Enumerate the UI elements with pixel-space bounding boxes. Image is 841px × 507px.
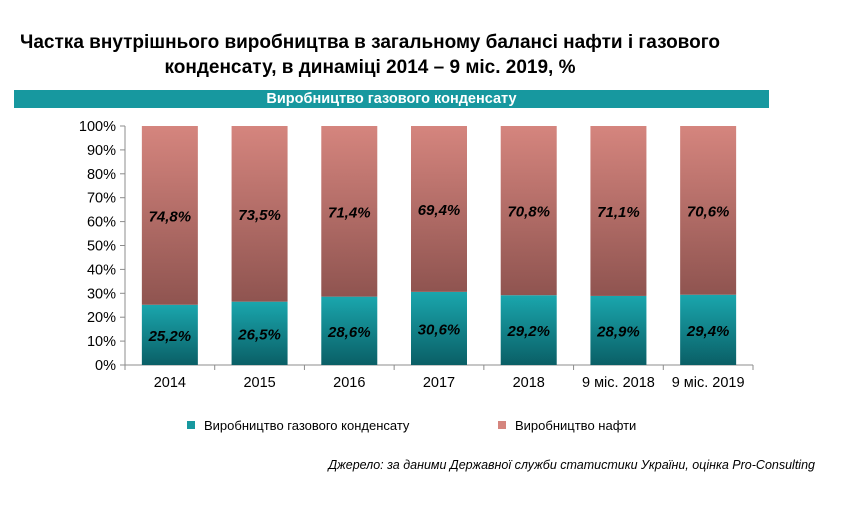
legend-swatch-oil xyxy=(498,421,506,429)
y-tick-label: 20% xyxy=(87,310,116,326)
condensate-data-label: 29,4% xyxy=(686,323,730,340)
condensate-bar-segment xyxy=(321,296,378,365)
y-tick-label: 30% xyxy=(87,286,116,302)
condensate-data-label: 28,6% xyxy=(327,324,371,341)
legend-swatch-condensate xyxy=(187,421,195,429)
oil-bar-segment xyxy=(141,126,198,305)
chart-title-line-1: Частка внутрішнього виробництва в загаль… xyxy=(20,32,720,53)
x-tick-label: 2018 xyxy=(513,375,545,391)
oil-bar-segment xyxy=(500,126,557,296)
oil-data-label: 74,8% xyxy=(149,208,192,225)
oil-bar-segment xyxy=(590,126,647,296)
oil-bar-segment xyxy=(680,126,737,295)
y-tick-label: 80% xyxy=(87,167,116,183)
bars: 25,2% 74,8% 26,5% 73,5% 28,6% 71,4% 30,6% 69,4%… xyxy=(141,126,737,365)
condensate-bar-segment xyxy=(680,294,737,365)
axes: 0% 10% 20% 30% 40% 50% 60% 70% 80% 90% 100% 2014 201… xyxy=(79,119,754,391)
y-tick-label: 40% xyxy=(87,262,116,278)
condensate-data-label: 26,5% xyxy=(237,326,281,343)
condensate-bar-segment xyxy=(141,304,198,365)
section-banner: Виробництво газового конденсату xyxy=(14,90,769,108)
legend-label-condensate: Виробництво газового конденсату xyxy=(204,418,410,433)
condensate-data-label: 30,6% xyxy=(418,321,461,338)
source-note: Джерело: за даними Державної служби стат… xyxy=(328,458,815,472)
legend: Виробництво газового конденсату Виробницт… xyxy=(187,418,636,433)
x-tick-label: 2016 xyxy=(333,375,365,391)
condensate-bar-segment xyxy=(411,291,467,365)
oil-bar-segment xyxy=(411,126,467,292)
chart-title: Частка внутрішнього виробництва в загаль… xyxy=(0,30,740,80)
chart-title-line-2: конденсату, в динаміці 2014 – 9 міс. 201… xyxy=(164,57,576,78)
oil-data-label: 69,4% xyxy=(418,202,461,219)
condensate-bar-segment xyxy=(231,301,288,365)
oil-data-label: 71,4% xyxy=(328,204,371,221)
legend-label-oil: Виробництво нафти xyxy=(515,418,636,433)
oil-data-label: 70,8% xyxy=(507,204,550,221)
oil-bar-segment xyxy=(231,126,288,302)
y-tick-label: 0% xyxy=(95,358,116,374)
x-tick-label: 2017 xyxy=(423,375,455,391)
condensate-bar-segment xyxy=(590,295,647,365)
x-tick-label: 2014 xyxy=(154,375,186,391)
oil-data-label: 71,1% xyxy=(597,204,640,221)
y-tick-label: 90% xyxy=(87,143,116,159)
x-tick-label: 2015 xyxy=(243,375,275,391)
y-tick-label: 60% xyxy=(87,215,116,231)
oil-data-label: 70,6% xyxy=(687,203,730,220)
y-tick-label: 100% xyxy=(79,119,116,135)
oil-data-label: 73,5% xyxy=(238,207,281,224)
condensate-bar-segment xyxy=(500,295,557,365)
x-tick-label: 9 міс. 2019 xyxy=(672,375,745,391)
condensate-data-label: 28,9% xyxy=(596,323,640,340)
y-tick-label: 50% xyxy=(87,239,116,255)
condensate-data-label: 29,2% xyxy=(506,323,550,340)
y-tick-label: 10% xyxy=(87,334,116,350)
condensate-data-label: 25,2% xyxy=(148,328,192,345)
y-tick-label: 70% xyxy=(87,191,116,207)
x-tick-label: 9 міс. 2018 xyxy=(582,375,655,391)
oil-bar-segment xyxy=(321,126,378,297)
